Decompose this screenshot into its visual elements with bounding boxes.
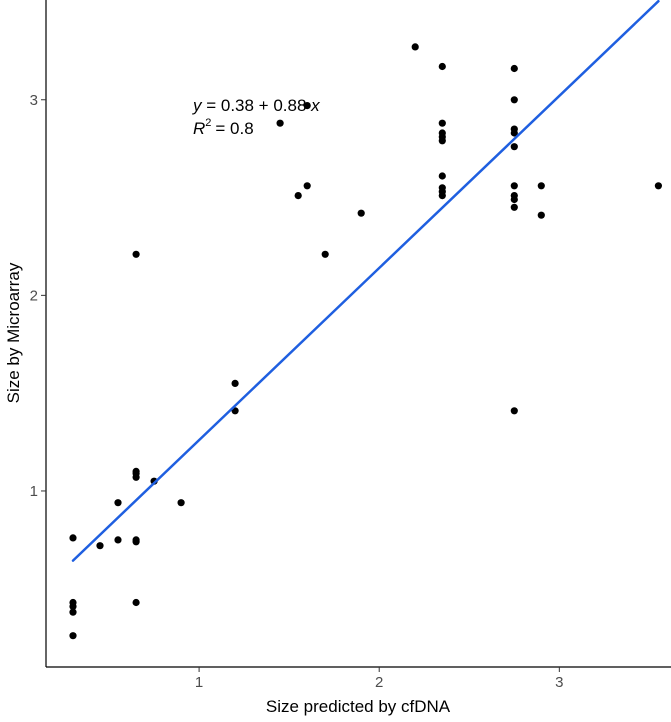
data-point [69, 534, 77, 542]
data-point [303, 102, 311, 110]
data-point [510, 182, 518, 190]
data-point [132, 598, 140, 607]
data-point [69, 632, 77, 640]
data-point [132, 250, 140, 258]
data-point [114, 536, 122, 544]
regression-equation: y = 0.38 + 0.88 x [192, 96, 320, 115]
data-point [132, 473, 140, 481]
data-point [114, 499, 122, 507]
data-point [132, 538, 140, 546]
y-axis-title: Size by Microarray [4, 262, 23, 403]
y-tick-label: 3 [30, 92, 38, 109]
data-point [96, 542, 104, 550]
x-tick-label: 1 [195, 674, 203, 691]
data-point [510, 143, 518, 151]
data-point [510, 407, 518, 415]
regression-line [71, 0, 660, 562]
data-point [510, 129, 518, 137]
data-point [357, 209, 365, 217]
data-point [438, 137, 446, 145]
data-point [321, 250, 329, 258]
y-axis-ticks: 1 2 3 [30, 92, 46, 500]
data-point [69, 608, 77, 616]
data-point [177, 499, 185, 507]
data-point [438, 192, 446, 200]
x-axis-ticks: 1 2 3 [195, 667, 564, 691]
x-tick-label: 2 [375, 674, 383, 691]
data-point [537, 182, 545, 190]
data-point [276, 119, 284, 127]
data-point [303, 182, 311, 190]
x-tick-label: 3 [555, 674, 563, 691]
x-axis-title: Size predicted by cfDNA [266, 697, 451, 716]
r-squared-label: R2 = 0.8 [193, 117, 254, 138]
data-point [438, 172, 446, 180]
data-point [510, 64, 518, 73]
data-points [69, 43, 663, 640]
data-point [411, 43, 419, 51]
data-point [537, 211, 545, 219]
data-point [438, 62, 446, 71]
y-tick-label: 2 [30, 287, 38, 304]
data-point [69, 602, 77, 611]
data-point [294, 192, 302, 200]
data-point [510, 203, 518, 211]
data-point [654, 182, 663, 190]
y-tick-label: 1 [30, 483, 38, 500]
data-point [231, 379, 239, 387]
data-point [510, 195, 518, 204]
data-point [438, 119, 446, 127]
data-point [510, 96, 518, 104]
